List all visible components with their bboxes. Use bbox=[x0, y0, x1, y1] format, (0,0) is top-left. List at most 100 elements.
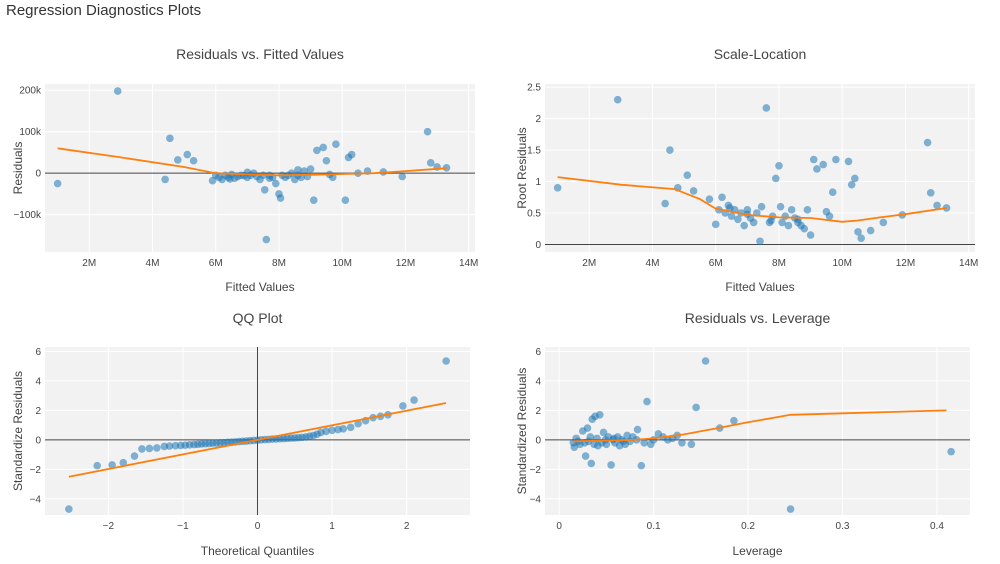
x-tick-label: 2M bbox=[582, 258, 596, 269]
data-point bbox=[319, 143, 328, 152]
y-tick-label: 0 bbox=[35, 435, 41, 446]
data-point bbox=[740, 221, 748, 230]
data-point bbox=[781, 212, 790, 220]
x-tick-label: 0.2 bbox=[741, 521, 755, 532]
y-tick-label: −2 bbox=[530, 465, 542, 476]
x-tick-label: 6M bbox=[209, 258, 223, 269]
y-tick-label: 0 bbox=[35, 169, 41, 180]
data-point bbox=[303, 172, 312, 181]
data-point bbox=[828, 188, 837, 197]
plot-area bbox=[545, 84, 975, 252]
data-point bbox=[637, 461, 646, 470]
x-axis-label: Fitted Values bbox=[225, 280, 294, 294]
x-tick-label: 8M bbox=[272, 258, 286, 269]
qq-plot-plot: −2 −1 0 1 2 −4 −2 0 2 4 6 QQ Plot Theoretical Quanti… bbox=[11, 310, 470, 558]
data-point bbox=[153, 444, 161, 452]
x-axis-label: Leverage bbox=[732, 544, 782, 558]
y-tick-label: 2.5 bbox=[527, 83, 541, 94]
data-point bbox=[93, 461, 101, 470]
y-tick-label: 1.5 bbox=[527, 146, 541, 157]
y-tick-label: −100k bbox=[13, 210, 42, 221]
data-point bbox=[309, 196, 318, 204]
data-point bbox=[718, 193, 726, 202]
x-tick-label: −2 bbox=[103, 521, 115, 532]
data-point bbox=[806, 231, 815, 239]
data-point bbox=[786, 505, 795, 513]
data-point bbox=[633, 425, 642, 434]
plot-title: Scale-Location bbox=[714, 46, 807, 62]
y-tick-label: 200k bbox=[19, 86, 42, 97]
data-point bbox=[711, 220, 720, 229]
data-point bbox=[762, 104, 771, 112]
data-point bbox=[442, 163, 451, 172]
x-tick-label: 8M bbox=[772, 258, 786, 269]
data-point bbox=[145, 444, 154, 453]
data-point bbox=[426, 159, 435, 167]
trend-line bbox=[557, 176, 947, 223]
data-point bbox=[756, 237, 764, 246]
data-point bbox=[570, 443, 579, 452]
data-point bbox=[595, 410, 604, 419]
x-tick-label: 4M bbox=[646, 258, 660, 269]
data-point bbox=[226, 175, 234, 183]
x-tick-label: 14M bbox=[459, 258, 478, 269]
plot-title: QQ Plot bbox=[233, 310, 283, 326]
data-point bbox=[727, 212, 736, 220]
data-point bbox=[119, 458, 128, 467]
data-point bbox=[586, 433, 595, 441]
scale-location-plot: 2M 4M 6M 8M 10M 12M 14M 0 0.5 1 1.5 2 2.5 Scale-Locat… bbox=[515, 46, 978, 294]
data-point bbox=[749, 218, 758, 227]
y-tick-label: 1 bbox=[535, 177, 541, 188]
x-tick-label: 1 bbox=[329, 521, 335, 532]
data-point bbox=[346, 423, 355, 432]
data-point bbox=[809, 155, 818, 164]
data-point bbox=[640, 438, 648, 447]
trend-line bbox=[68, 402, 447, 478]
data-point bbox=[341, 196, 350, 204]
data-point bbox=[262, 235, 271, 244]
data-point bbox=[607, 461, 615, 469]
y-axis-label: Standardize Residuals bbox=[11, 371, 25, 491]
data-point bbox=[53, 179, 62, 188]
data-point bbox=[705, 195, 714, 203]
y-tick-label: 4 bbox=[35, 376, 41, 387]
data-point bbox=[189, 156, 198, 165]
data-point bbox=[166, 134, 174, 143]
x-tick-label: 12M bbox=[396, 258, 415, 269]
y-tick-label: 0 bbox=[535, 435, 541, 446]
data-point bbox=[778, 218, 786, 227]
data-point bbox=[933, 201, 941, 210]
data-point bbox=[942, 204, 951, 212]
plot-title: Residuals vs. Leverage bbox=[685, 310, 831, 326]
data-point bbox=[138, 445, 146, 453]
data-point bbox=[661, 199, 669, 208]
data-point bbox=[183, 150, 192, 159]
y-tick-label: 100k bbox=[19, 127, 42, 138]
data-point bbox=[587, 459, 596, 468]
x-tick-label: 6M bbox=[709, 258, 723, 269]
data-point bbox=[399, 402, 407, 410]
y-tick-label: 0.5 bbox=[527, 208, 541, 219]
data-point bbox=[803, 206, 812, 214]
resid-leverage-plot: 0 0.1 0.2 0.3 0.4 −4 −2 0 2 4 6 Residuals vs. Lever… bbox=[515, 310, 970, 558]
y-tick-label: 2 bbox=[535, 114, 541, 125]
data-point bbox=[410, 396, 418, 404]
data-point bbox=[730, 416, 738, 425]
data-point bbox=[847, 180, 856, 189]
x-tick-label: 0 bbox=[255, 521, 261, 532]
x-tick-label: −1 bbox=[177, 521, 189, 532]
data-point bbox=[866, 226, 875, 235]
data-point bbox=[332, 140, 340, 148]
y-tick-label: 2 bbox=[535, 406, 541, 417]
data-point bbox=[442, 357, 450, 365]
data-point bbox=[113, 87, 122, 95]
data-point bbox=[844, 157, 853, 166]
page-title: Regression Diagnostics Plots bbox=[6, 2, 202, 19]
trend-line bbox=[573, 409, 947, 443]
data-point bbox=[553, 184, 562, 192]
data-point bbox=[583, 424, 592, 432]
data-point bbox=[643, 397, 651, 406]
data-point bbox=[260, 185, 269, 194]
data-point bbox=[851, 174, 859, 183]
x-axis-label: Fitted Values bbox=[725, 280, 794, 294]
